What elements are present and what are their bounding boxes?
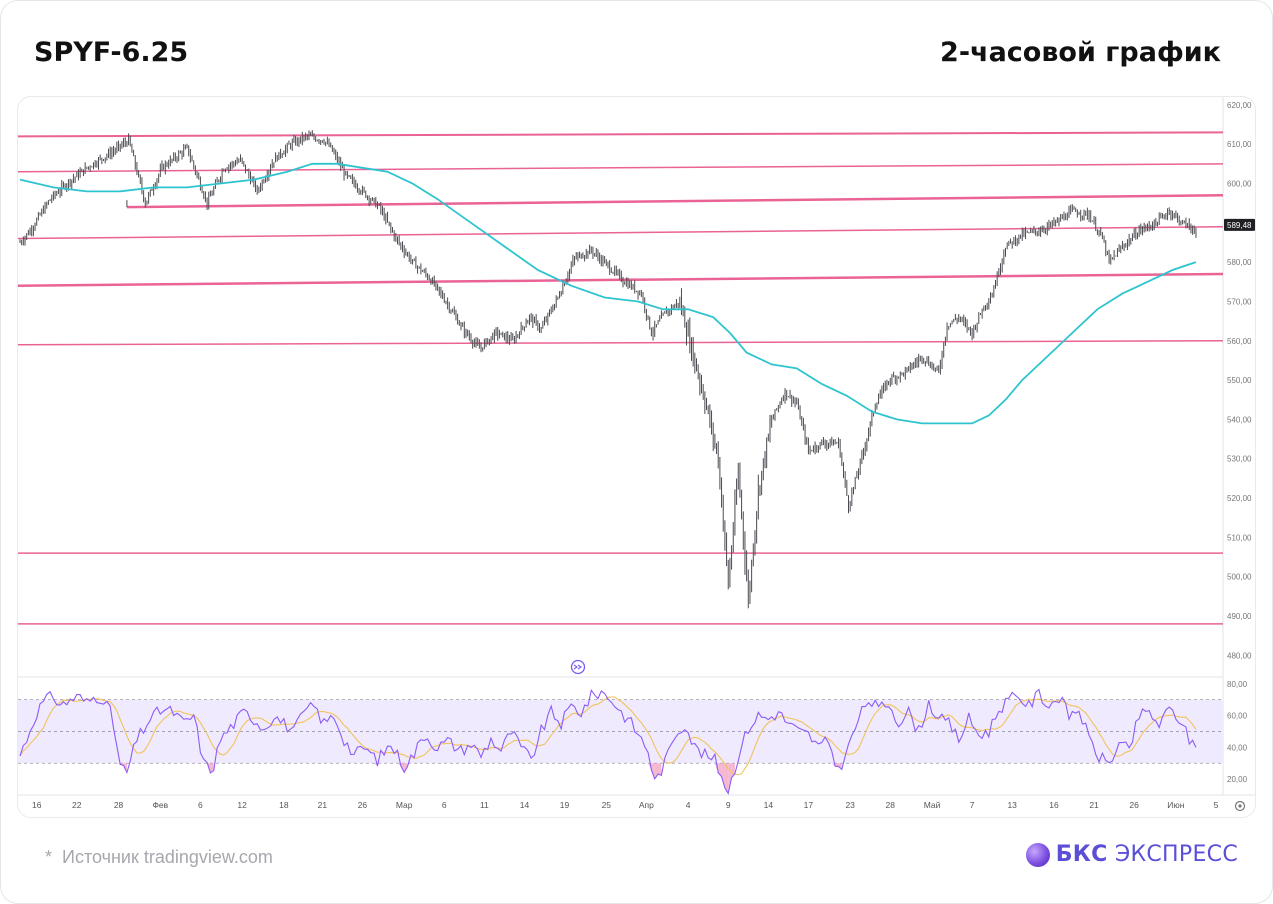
- candlestick-series: [19, 130, 1197, 609]
- scroll-to-realtime-icon[interactable]: [570, 659, 586, 675]
- time-tick-label: Фев: [152, 800, 168, 810]
- time-tick-label: 11: [480, 800, 489, 810]
- time-tick-label: 28: [114, 800, 124, 810]
- rsi-oversold-fill: [835, 763, 839, 767]
- time-tick-label: 21: [318, 800, 328, 810]
- price-tick-label: 510,00: [1227, 533, 1252, 542]
- time-tick-label: 26: [358, 800, 368, 810]
- price-tick-label: 580,00: [1227, 258, 1252, 267]
- time-tick-label: 4: [686, 800, 691, 810]
- rsi-oversold-fill: [116, 763, 121, 765]
- time-tick-label: 26: [1129, 800, 1139, 810]
- chart-grid: [18, 97, 1255, 796]
- time-tick-label: 7: [970, 800, 975, 810]
- time-tick-label: Июн: [1167, 800, 1184, 810]
- chart-ui: [570, 659, 1246, 812]
- time-tick-label: 9: [726, 800, 731, 810]
- scroll-icon-circle: [570, 659, 586, 675]
- price-tick-label: 500,00: [1227, 573, 1252, 582]
- source-note: * Источник tradingview.com: [45, 847, 273, 868]
- settings-gear-icon[interactable]: [1234, 800, 1246, 812]
- price-tick-label: 610,00: [1227, 140, 1252, 149]
- moving-average-line: [19, 162, 1197, 425]
- time-tick-label: 12: [237, 800, 247, 810]
- rsi-oversold-fill: [728, 763, 732, 794]
- time-tick-label: 25: [602, 800, 612, 810]
- gear-inner: [1238, 804, 1242, 808]
- rsi-oversold-fill: [838, 763, 842, 770]
- level-line: [17, 163, 1224, 173]
- rsi-tick-label: 80,00: [1227, 680, 1248, 689]
- price-tick-label: 550,00: [1227, 376, 1252, 385]
- price-tick-label: 560,00: [1227, 337, 1252, 346]
- price-tick-label: 530,00: [1227, 455, 1252, 464]
- price-tick-label: 620,00: [1227, 101, 1252, 110]
- time-tick-label: 19: [560, 800, 570, 810]
- time-tick-label: Апр: [639, 800, 654, 810]
- brand-sphere-icon: [1025, 842, 1050, 867]
- time-tick-label: Май: [924, 800, 941, 810]
- level-line: [17, 272, 1224, 287]
- price-tick-label: 600,00: [1227, 180, 1252, 189]
- time-tick-label: 16: [32, 800, 42, 810]
- price-tick-label: 490,00: [1227, 612, 1252, 621]
- ticker-title: SPYF-6.25: [34, 37, 189, 68]
- rsi-oversold-fill: [658, 763, 662, 776]
- brand-bold: БКС: [1055, 842, 1108, 867]
- time-tick-label: 28: [886, 800, 896, 810]
- price-tick-label: 480,00: [1227, 651, 1252, 660]
- time-tick-label: 18: [279, 800, 289, 810]
- rsi-oversold-fill: [651, 763, 655, 779]
- timeframe-title: 2-часовой график: [940, 37, 1221, 68]
- brand-logo[interactable]: БКС ЭКСПРЕСС: [1025, 842, 1238, 867]
- brand-text: БКС ЭКСПРЕСС: [1056, 842, 1238, 867]
- rsi-oversold-fill: [721, 763, 725, 789]
- price-chart[interactable]: 620,00610,00600,00590,00580,00570,00560,…: [17, 97, 1255, 817]
- level-line: [17, 131, 1224, 138]
- time-tick-label: 16: [1049, 800, 1059, 810]
- time-tick-label: 17: [804, 800, 814, 810]
- price-tick-label: 540,00: [1227, 415, 1252, 424]
- time-tick-label: 6: [442, 800, 447, 810]
- time-tick-label: 23: [845, 800, 855, 810]
- time-tick-label: 5: [1214, 800, 1219, 810]
- gear-outer: [1234, 800, 1246, 812]
- chart-frame: 620,00610,00600,00590,00580,00570,00560,…: [17, 96, 1256, 818]
- time-tick-label: 6: [198, 800, 203, 810]
- source-text: Источник tradingview.com: [62, 847, 273, 867]
- rsi-signal-line: [19, 696, 1197, 776]
- rsi-panel: 80,00 60,00 40,00 20,00: [18, 680, 1248, 795]
- time-axis: 16 22 28 Фев 6 12 18 21 26 Мар 6 11 14 19 25 Апр 4 9 14 17 2…: [32, 800, 1219, 810]
- asterisk-icon: *: [45, 847, 53, 867]
- time-tick-label: 22: [72, 800, 82, 810]
- time-tick-label: 14: [764, 800, 774, 810]
- rsi-tick-label: 60,00: [1227, 712, 1248, 721]
- time-tick-label: Мар: [396, 800, 413, 810]
- rsi-oversold-fill: [724, 763, 729, 794]
- brand-rest: ЭКСПРЕСС: [1114, 842, 1238, 867]
- rsi-tick-label: 20,00: [1227, 775, 1248, 784]
- price-tick-label: 520,00: [1227, 494, 1252, 503]
- level-line: [126, 194, 1224, 209]
- time-tick-label: 21: [1089, 800, 1099, 810]
- last-price-badge: [1224, 218, 1255, 231]
- level-line: [17, 340, 1224, 346]
- rsi-tick-label: 40,00: [1227, 743, 1248, 752]
- last-price-label: 589,48: [1227, 221, 1252, 230]
- price-axis: 620,00610,00600,00590,00580,00570,00560,…: [1224, 101, 1255, 660]
- scroll-icon-arrows: [573, 664, 582, 670]
- time-tick-label: 14: [520, 800, 530, 810]
- time-tick-label: 13: [1007, 800, 1017, 810]
- support-resistance-levels: [17, 131, 1224, 625]
- rsi-line: [19, 688, 1197, 795]
- price-tick-label: 570,00: [1227, 297, 1252, 306]
- moving-average-series: [19, 162, 1197, 425]
